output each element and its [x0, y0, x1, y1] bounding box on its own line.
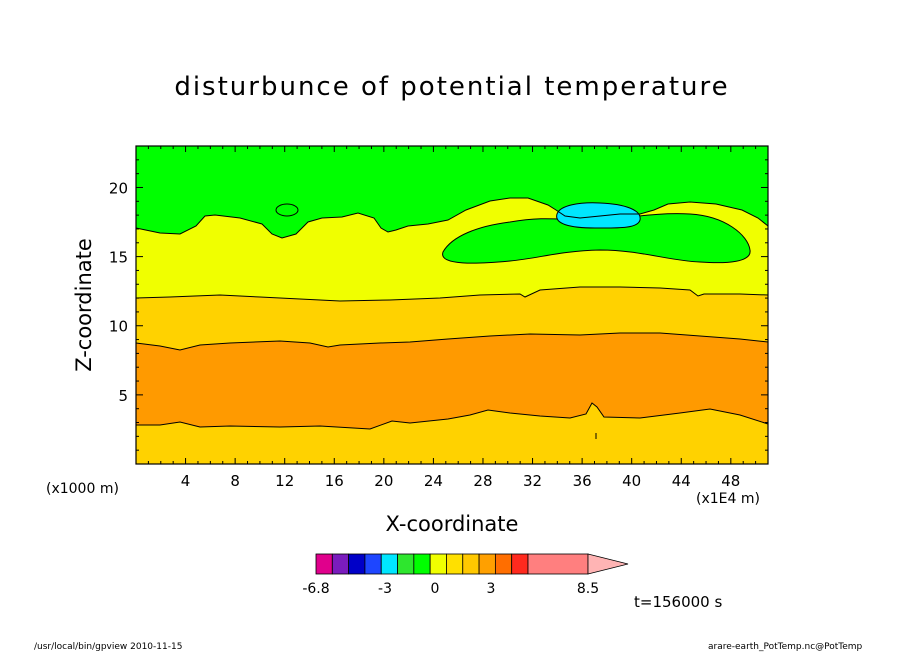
- x-tick-label: 40: [622, 472, 641, 490]
- colorbar-swatch: [462, 553, 480, 575]
- colorbar-swatch: [315, 553, 333, 575]
- time-label: t=156000 s: [634, 593, 723, 611]
- region-green-island: [275, 203, 299, 217]
- x-tick-label: 20: [374, 472, 393, 490]
- contour-line-2: [135, 332, 769, 351]
- colorbar-swatch: [527, 553, 589, 575]
- x-tick-label: 48: [721, 472, 740, 490]
- region-orange: [136, 333, 768, 429]
- colorbar-swatch: [364, 553, 382, 575]
- y-axis-label: Z-coordinate: [72, 238, 96, 372]
- x-tick-label: 32: [523, 472, 542, 490]
- z-unit-label: (x1E4 m): [696, 491, 760, 507]
- contour-line-1: [135, 286, 769, 302]
- y-tick-label: 5: [118, 387, 128, 405]
- footer-right: arare-earth_PotTemp.nc@PotTemp: [708, 642, 863, 652]
- colorbar-swatch: [446, 553, 464, 575]
- footer-left: /usr/local/bin/gpview 2010-11-15: [34, 642, 183, 652]
- x-tick-label: 44: [672, 472, 691, 490]
- x-tick-label: 36: [573, 472, 592, 490]
- contour-line-3: [136, 402, 769, 430]
- y-tick-label: 10: [109, 318, 128, 336]
- colorbar-swatch: [478, 553, 496, 575]
- x-axis-label: X-coordinate: [385, 512, 519, 536]
- colorbar-label: 3: [487, 581, 496, 597]
- contour-line-0: [135, 197, 769, 239]
- colorbar-swatch: [348, 553, 366, 575]
- x-tick-label: 12: [275, 472, 294, 490]
- colorbar-label: -3: [378, 581, 392, 597]
- colorbar-swatch: [331, 553, 350, 575]
- chart-title: disturbunce of potential temperature: [174, 72, 730, 102]
- colorbar-swatch: [429, 553, 447, 575]
- x-tick-label: 8: [230, 472, 240, 490]
- colorbar-swatch: [413, 553, 431, 575]
- x-unit-label: (x1000 m): [46, 481, 119, 497]
- colorbar-label: 8.5: [577, 581, 599, 597]
- plot-frame: [135, 145, 769, 465]
- y-tick-label: 15: [109, 249, 128, 267]
- colorbar-swatch: [511, 553, 529, 575]
- x-tick-label: 24: [424, 472, 443, 490]
- x-tick-label: 4: [181, 472, 191, 490]
- x-tick-label: 16: [325, 472, 344, 490]
- colorbar-label: 0: [431, 581, 440, 597]
- region-cyan: [556, 202, 641, 229]
- colorbar-swatch: [494, 553, 513, 575]
- plot-area: [135, 146, 769, 464]
- colorbar: -6.8 -3 0 3 8.5: [302, 553, 629, 597]
- colorbar-label: -6.8: [302, 581, 329, 597]
- colorbar-swatch: [380, 553, 398, 575]
- colorbar-extend-arrow: [587, 553, 629, 575]
- region-green-lobe: [442, 213, 751, 264]
- x-tick-label: 28: [473, 472, 492, 490]
- colorbar-swatch: [397, 553, 415, 575]
- y-tick-label: 20: [109, 179, 128, 197]
